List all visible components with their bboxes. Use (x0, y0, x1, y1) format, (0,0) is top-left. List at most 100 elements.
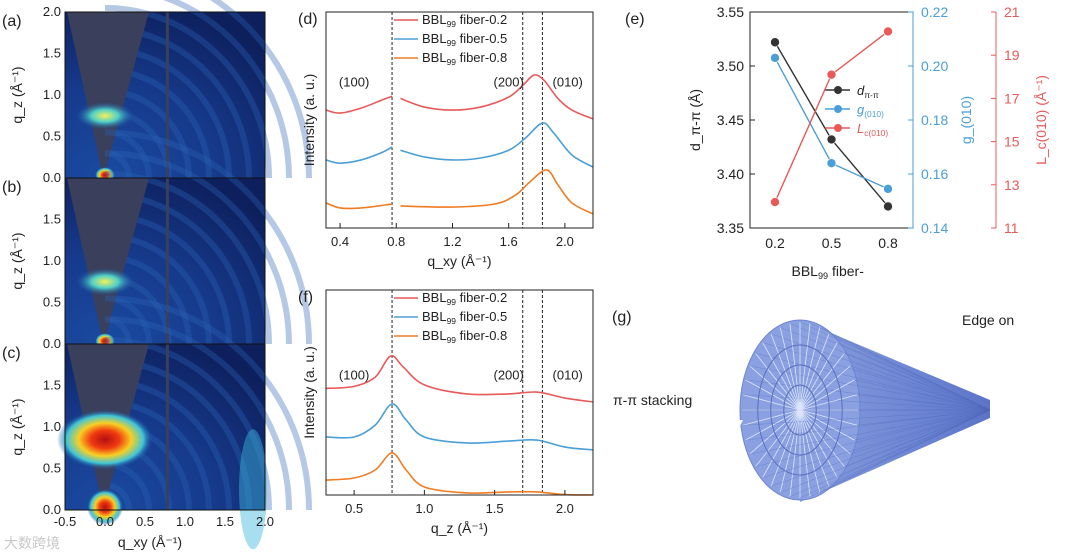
lamellar-peak-spot (57, 409, 153, 470)
giwaxs-panel-0: (a) 0.0 0.5 1.0 1.5 2.0 q_z (Å⁻¹) (2, 0, 312, 185)
x-tick-label: 0.8 (878, 235, 898, 251)
panel-g: (g) π-π stacking Edge on (612, 309, 1014, 502)
lamella-edge (819, 327, 991, 411)
x-axis-label: q_xy (Å⁻¹) (427, 253, 491, 269)
y-tick-label: 19 (1004, 47, 1020, 63)
y-tick-label: 3.55 (717, 4, 744, 20)
x-axis-label: BBL99 fiber- (792, 263, 865, 281)
lamella (799, 323, 811, 411)
data-point (826, 158, 837, 168)
y-axis-label: q_z (Å⁻¹) (9, 232, 25, 289)
x-tick-label: 1.5 (486, 501, 504, 516)
lamella-edge (854, 379, 991, 411)
peak-label: (200) (494, 368, 524, 383)
series-line-1 (325, 146, 393, 165)
data-point (883, 201, 893, 212)
y-tick-label: 0.16 (921, 166, 948, 182)
lamella-edge (745, 409, 991, 441)
series-line-2 (325, 202, 393, 210)
lamella (779, 409, 801, 493)
y-axis-label: q_z (Å⁻¹) (9, 398, 25, 455)
y-axis-label-L: L_c(010) (Å⁻¹) (1033, 75, 1049, 165)
stacking-label: π-π stacking (613, 392, 692, 408)
data-point (770, 197, 780, 207)
lamella-edge (762, 342, 991, 411)
legend-label: dπ-π (857, 83, 879, 100)
legend-label: g(010) (857, 102, 884, 119)
x-axis-label: q_xy (Å⁻¹) (118, 534, 182, 550)
peak-label: (010) (553, 74, 583, 89)
y-axis-label-d: d_π-π (Å) (687, 89, 703, 151)
y-tick-label: 1.5 (43, 46, 61, 61)
x-tick-label: 0.2 (765, 235, 785, 251)
y-tick-label: 11 (1004, 220, 1019, 236)
lamella-edge (762, 409, 991, 478)
y-tick-label: 0.0 (43, 502, 61, 517)
x-tick-label: 1.0 (176, 514, 194, 529)
plot-frame (325, 289, 594, 496)
giwaxs-panels: (a) 0.0 0.5 1.0 1.5 2.0 q_z (Å⁻¹) (b) 0.0 0.5 1.0 1… (2, 0, 312, 551)
legend-label: Lc(010) (857, 121, 888, 138)
y-tick-label: 0.5 (43, 295, 61, 310)
legend-label: BBL99 fiber-0.5 (422, 31, 507, 48)
panel-label: (g) (612, 309, 632, 326)
y-tick-label: 17 (1004, 90, 1020, 106)
lamella-edge (809, 409, 991, 497)
x-tick-label: 0.4 (331, 234, 349, 249)
lamella-edge (850, 365, 991, 411)
lamella-edge (828, 333, 991, 411)
data-point (770, 53, 780, 63)
panel-label: (a) (2, 13, 22, 30)
lamellar-peak-spot (75, 267, 135, 296)
y-tick-label: 0.20 (921, 58, 948, 74)
peak-label: (100) (339, 368, 369, 383)
series-line-1 (325, 403, 594, 451)
peak-label: (200) (494, 74, 524, 89)
y-tick-label: 0.0 (43, 336, 61, 351)
data-point (770, 37, 780, 48)
panel-label: (d) (298, 11, 318, 28)
edge-on-label: Edge on (962, 312, 1014, 328)
legend-label: BBL99 fiber-0.8 (422, 328, 507, 345)
lamella (762, 409, 801, 478)
y-tick-label: 13 (1004, 177, 1020, 193)
lamella-edge (828, 409, 991, 487)
legend-label: BBL99 fiber-0.2 (422, 290, 507, 307)
lamella (789, 409, 801, 497)
scatter-ring (104, 150, 292, 345)
y-tick-label: 1.5 (43, 378, 61, 393)
y-tick-label: 3.45 (717, 112, 744, 128)
lamella (799, 333, 830, 411)
series-line-0 (325, 355, 594, 403)
lamella-edge (837, 342, 991, 411)
y-tick-label: 15 (1004, 134, 1020, 150)
missing-wedge (67, 178, 149, 344)
watermark: 大数跨境 (4, 535, 60, 551)
data-point (883, 184, 893, 194)
missing-wedge (67, 12, 149, 178)
lamella-edge (742, 394, 991, 411)
beamstop-spot (87, 489, 123, 525)
lamella-edge (789, 409, 991, 497)
giwaxs-panel-2: (c) 0.0 0.5 1.0 1.5 q_z (Å⁻¹) (2, 295, 312, 550)
y-tick-label: 2.0 (43, 4, 61, 19)
panel-label: (c) (2, 345, 21, 362)
lamella-edge (844, 353, 991, 411)
giwaxs-panel-1: (b) 0.0 0.5 1.0 1.5 q_z (Å⁻¹) (2, 129, 312, 351)
x-tick-label: 2.0 (556, 234, 574, 249)
y-tick-label: 1.5 (43, 212, 61, 227)
y-axis-label: Intensity (a. u.) (301, 346, 317, 439)
panel-f: (f) BBL99 fiber-0.2 BBL99 fiber-0.5 BBL99 f… (298, 289, 594, 536)
data-point (826, 69, 837, 80)
y-tick-label: 0.5 (43, 461, 61, 476)
y-axis-label: q_z (Å⁻¹) (9, 66, 25, 123)
series-line-0 (325, 95, 393, 114)
x-tick-label: 0.0 (96, 514, 114, 529)
plot-frame (325, 11, 594, 229)
lamella-edge (850, 409, 991, 455)
lamella-edge (742, 409, 991, 426)
peak-label: (010) (553, 368, 583, 383)
lamellar-peak-spot (75, 101, 135, 130)
y-tick-label: 1.0 (43, 87, 61, 102)
x-tick-label: 0.5 (136, 514, 154, 529)
